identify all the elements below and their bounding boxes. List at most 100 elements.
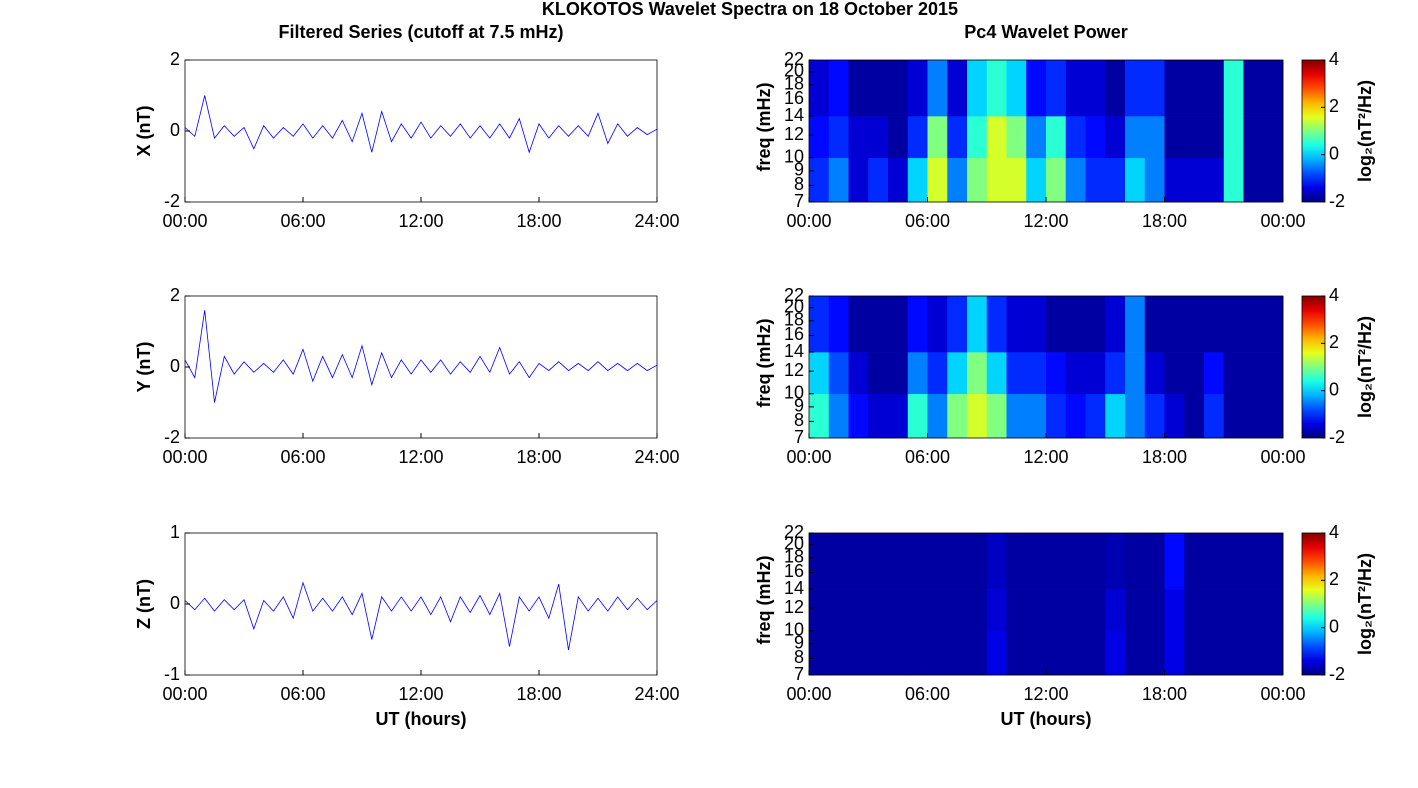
- heatmap-cell: [1105, 157, 1126, 203]
- heatmap-cell: [1243, 296, 1264, 353]
- y-tick-label: 1: [170, 522, 180, 542]
- x-tick-label: 00:00: [1260, 211, 1305, 231]
- x-tick-label: 18:00: [516, 684, 561, 704]
- heatmap-cell: [1184, 589, 1205, 632]
- heatmap-cell: [1065, 60, 1086, 117]
- heatmap-cell: [848, 533, 869, 590]
- colorbar-tick-label: 2: [1329, 96, 1339, 116]
- heatmap-cell: [1006, 157, 1027, 203]
- heatmap-cell: [1065, 352, 1086, 395]
- heatmap-cell: [1223, 630, 1244, 676]
- heatmap-cell: [986, 60, 1007, 117]
- plot-area: [185, 296, 657, 438]
- x-tick-label: 00:00: [1260, 447, 1305, 467]
- heatmap-cell: [809, 157, 830, 203]
- heatmap-cell: [1125, 60, 1146, 117]
- heatmap-cell: [1184, 60, 1205, 117]
- heatmap-cell: [1006, 116, 1027, 159]
- heatmap-cell: [1105, 589, 1126, 632]
- heatmap-cell: [1046, 630, 1067, 676]
- x-axis-label: UT (hours): [1001, 709, 1092, 729]
- heatmap-cell: [986, 296, 1007, 353]
- colorbar-tick-label: 4: [1329, 49, 1339, 69]
- heatmap-cell: [1144, 157, 1165, 203]
- y-tick-label: 8: [794, 647, 804, 667]
- y-tick-label: 7: [794, 191, 804, 211]
- heatmap-cell: [907, 533, 928, 590]
- heatmap-cell: [907, 116, 928, 159]
- heatmap-cell: [1144, 589, 1165, 632]
- heatmap-cell: [1065, 296, 1086, 353]
- heatmap-cell: [848, 116, 869, 159]
- y-tick-label: 14: [784, 341, 804, 361]
- heatmap-cell: [848, 352, 869, 395]
- y-tick-label: 12: [784, 124, 804, 144]
- colorbar-tick-label: 2: [1329, 569, 1339, 589]
- heatmap-cell: [1105, 60, 1126, 117]
- heatmap-cell: [1243, 60, 1264, 117]
- plot-area: [185, 533, 657, 675]
- heatmap-cell: [1065, 533, 1086, 590]
- y-tick-label: 0: [170, 593, 180, 613]
- heatmap-cell: [1125, 393, 1146, 439]
- x-tick-label: 06:00: [280, 211, 325, 231]
- colorbar-tick-label: -2: [1329, 427, 1345, 447]
- y-tick-label: 16: [784, 88, 804, 108]
- heatmap-cell: [947, 352, 968, 395]
- heatmap-cell: [828, 60, 849, 117]
- heatmap-cell: [1164, 589, 1185, 632]
- x-tick-label: 12:00: [1023, 211, 1068, 231]
- heatmap-cell: [1144, 533, 1165, 590]
- heatmap-cell: [1125, 116, 1146, 159]
- heatmap-cell: [927, 116, 948, 159]
- y-tick-label: 10: [784, 383, 804, 403]
- heatmap-cell: [986, 157, 1007, 203]
- heatmap-cell: [1204, 589, 1225, 632]
- y-tick-label: 18: [784, 547, 804, 567]
- y-tick-label: 12: [784, 360, 804, 380]
- heatmap-cell: [1243, 352, 1264, 395]
- heatmap-cell: [828, 589, 849, 632]
- heatmap-cell: [1046, 533, 1067, 590]
- y-tick-label: 9: [794, 396, 804, 416]
- heatmap-cell: [1164, 352, 1185, 395]
- y-tick-label: 22: [784, 285, 804, 305]
- x-tick-label: 06:00: [905, 447, 950, 467]
- heatmap-cell: [1144, 296, 1165, 353]
- heatmap-cell: [1085, 533, 1106, 590]
- y-tick-label: 8: [794, 174, 804, 194]
- y-tick-label: 2: [170, 285, 180, 305]
- heatmap-cell: [828, 352, 849, 395]
- heatmap-cell: [1204, 533, 1225, 590]
- heatmap-cell: [907, 589, 928, 632]
- heatmap-cell: [1184, 630, 1205, 676]
- heatmap-cell: [1144, 116, 1165, 159]
- heatmap-cell: [1223, 352, 1244, 395]
- heatmap-cell: [986, 116, 1007, 159]
- heatmap-cell: [1105, 630, 1126, 676]
- heatmap-cell: [1223, 533, 1244, 590]
- heatmap-cell: [1125, 157, 1146, 203]
- heatmap-cell: [1026, 60, 1047, 117]
- heatmap-cell: [1105, 116, 1126, 159]
- heatmap-cell: [1243, 157, 1264, 203]
- heatmap-cell: [1223, 393, 1244, 439]
- heatmap-cell: [1125, 352, 1146, 395]
- heatmap-cell: [1243, 393, 1264, 439]
- y-tick-label: 9: [794, 160, 804, 180]
- heatmap-cell: [1164, 157, 1185, 203]
- x-tick-label: 00:00: [162, 447, 207, 467]
- y-tick-label: 10: [784, 620, 804, 640]
- heatmap-cell: [848, 393, 869, 439]
- heatmap-cell: [927, 60, 948, 117]
- heatmap-cell: [1263, 352, 1284, 395]
- heatmap-cell: [1164, 533, 1185, 590]
- heatmap-cell: [967, 60, 988, 117]
- heatmap-cell: [1125, 589, 1146, 632]
- heatmap-cell: [986, 589, 1007, 632]
- heatmap-cell: [888, 589, 909, 632]
- heatmap-cell: [1105, 393, 1126, 439]
- heatmap-cell: [1263, 116, 1284, 159]
- heatmap-cell: [927, 533, 948, 590]
